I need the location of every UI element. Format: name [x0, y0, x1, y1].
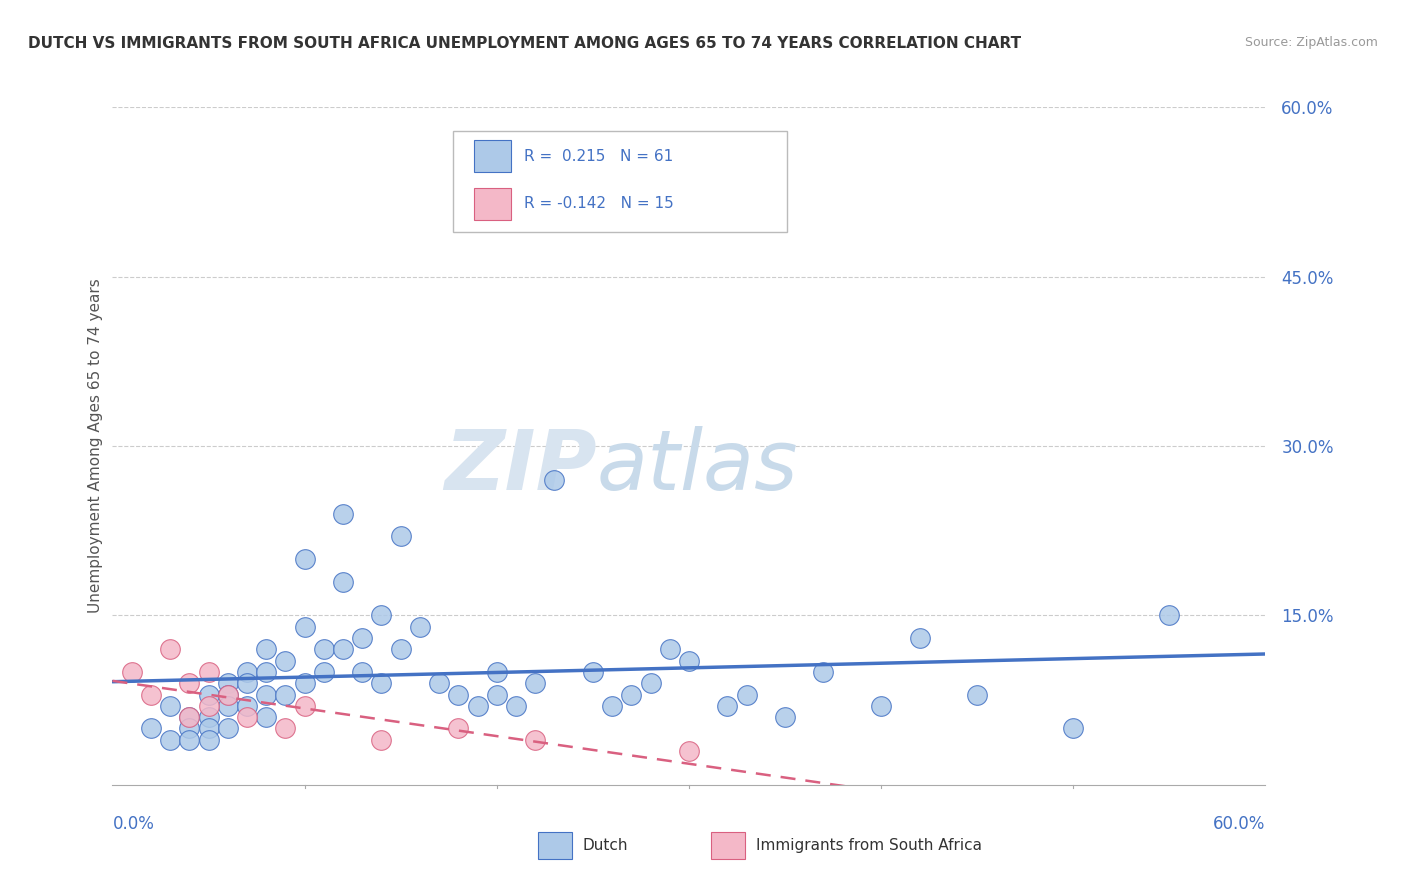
Point	[197, 665, 219, 679]
Point	[294, 698, 316, 713]
Point	[236, 710, 259, 724]
Point	[582, 665, 605, 679]
Point	[485, 688, 508, 702]
FancyBboxPatch shape	[474, 140, 512, 172]
Point	[312, 642, 335, 657]
Point	[467, 698, 489, 713]
Point	[332, 642, 354, 657]
Point	[159, 732, 181, 747]
Point	[312, 665, 335, 679]
Point	[600, 698, 623, 713]
Point	[294, 620, 316, 634]
Point	[179, 710, 201, 724]
Point	[274, 654, 297, 668]
Text: DUTCH VS IMMIGRANTS FROM SOUTH AFRICA UNEMPLOYMENT AMONG AGES 65 TO 74 YEARS COR: DUTCH VS IMMIGRANTS FROM SOUTH AFRICA UN…	[28, 36, 1021, 51]
Point	[352, 631, 374, 645]
Point	[294, 676, 316, 690]
Point	[427, 676, 450, 690]
Point	[254, 665, 277, 679]
Text: Dutch: Dutch	[583, 838, 628, 853]
Point	[179, 732, 201, 747]
Y-axis label: Unemployment Among Ages 65 to 74 years: Unemployment Among Ages 65 to 74 years	[89, 278, 103, 614]
Point	[716, 698, 738, 713]
Point	[197, 688, 219, 702]
FancyBboxPatch shape	[453, 131, 787, 233]
Text: R = -0.142   N = 15: R = -0.142 N = 15	[524, 196, 673, 211]
Point	[658, 642, 681, 657]
Text: Immigrants from South Africa: Immigrants from South Africa	[756, 838, 981, 853]
Point	[640, 676, 662, 690]
Point	[543, 473, 565, 487]
Point	[236, 698, 259, 713]
Point	[294, 552, 316, 566]
Point	[447, 688, 470, 702]
Point	[139, 688, 162, 702]
Point	[121, 665, 143, 679]
Point	[813, 665, 835, 679]
Point	[217, 722, 239, 736]
Point	[389, 642, 412, 657]
Point	[1062, 722, 1084, 736]
Point	[197, 698, 219, 713]
Point	[370, 732, 392, 747]
Point	[678, 654, 700, 668]
Text: 60.0%: 60.0%	[1213, 815, 1265, 833]
Point	[505, 698, 527, 713]
Point	[139, 722, 162, 736]
Point	[274, 722, 297, 736]
Point	[370, 676, 392, 690]
Point	[524, 676, 547, 690]
Point	[332, 574, 354, 589]
Point	[197, 710, 219, 724]
Point	[179, 710, 201, 724]
Text: Source: ZipAtlas.com: Source: ZipAtlas.com	[1244, 36, 1378, 49]
Point	[159, 698, 181, 713]
Point	[197, 722, 219, 736]
Point	[236, 676, 259, 690]
Point	[254, 688, 277, 702]
Point	[620, 688, 643, 702]
Point	[389, 529, 412, 543]
Point	[159, 642, 181, 657]
FancyBboxPatch shape	[538, 831, 572, 859]
Point	[332, 507, 354, 521]
Point	[254, 710, 277, 724]
FancyBboxPatch shape	[474, 187, 512, 219]
Point	[409, 620, 432, 634]
Point	[966, 688, 988, 702]
Point	[217, 698, 239, 713]
Point	[485, 665, 508, 679]
Point	[735, 688, 758, 702]
Point	[254, 642, 277, 657]
Point	[179, 722, 201, 736]
Text: atlas: atlas	[596, 425, 799, 507]
Text: R =  0.215   N = 61: R = 0.215 N = 61	[524, 149, 673, 164]
Point	[236, 665, 259, 679]
Point	[870, 698, 893, 713]
Point	[217, 688, 239, 702]
Point	[1159, 608, 1181, 623]
Point	[370, 608, 392, 623]
Point	[524, 732, 547, 747]
Point	[217, 676, 239, 690]
Text: ZIP: ZIP	[444, 425, 596, 507]
Point	[217, 688, 239, 702]
Point	[773, 710, 796, 724]
Point	[908, 631, 931, 645]
Point	[352, 665, 374, 679]
FancyBboxPatch shape	[711, 831, 745, 859]
Point	[179, 676, 201, 690]
Text: 0.0%: 0.0%	[112, 815, 155, 833]
Point	[197, 732, 219, 747]
Point	[678, 744, 700, 758]
Point	[447, 722, 470, 736]
Point	[274, 688, 297, 702]
